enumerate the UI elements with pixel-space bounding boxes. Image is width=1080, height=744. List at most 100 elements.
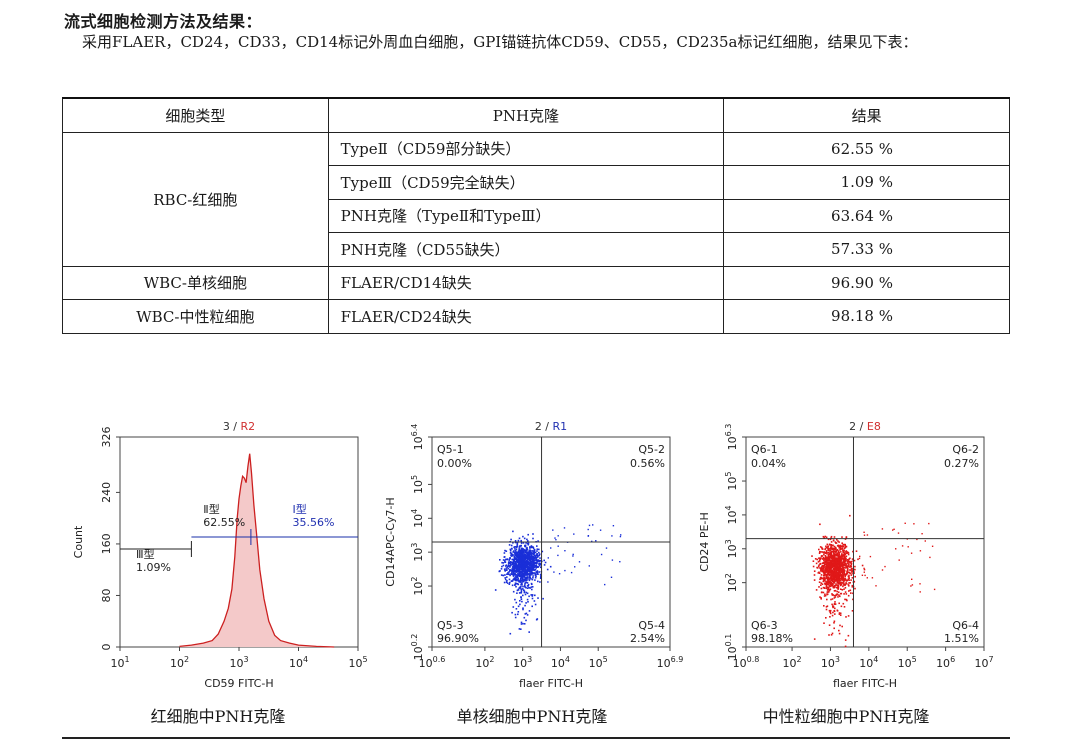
scatter-point [514,564,517,567]
scatter-point [824,583,827,586]
scatter-point [829,583,832,585]
scatter-point [832,572,834,574]
scatter-point [533,563,535,566]
scatter-point [828,609,831,612]
scatter-point [534,576,537,579]
scatter-point [535,554,538,557]
scatter-point [520,559,522,562]
scatter-point [836,590,838,593]
scatter-point [522,551,524,553]
scatter-point [842,549,844,552]
scatter-point [573,533,575,535]
scatter-point [520,550,523,552]
scatter-point [836,566,838,568]
scatter-point [826,567,828,570]
scatter-point [837,579,840,582]
scatter-point [520,542,523,544]
scatter-point [840,554,843,556]
scatter-point [517,580,520,582]
scatter-point [827,549,830,552]
scatter-point [531,545,533,548]
scatter-point [823,622,825,624]
scatter-point [512,551,514,553]
scatter-point [536,553,538,555]
scatter-point [814,558,817,560]
scatter-point [520,564,523,566]
scatter-point [518,628,521,630]
scatter-point [533,551,535,554]
scatter-point [536,559,539,561]
scatter-point [834,550,837,553]
scatter-point [824,561,827,564]
scatter-point [841,563,843,565]
scatter-point [844,587,847,589]
scatter-point [826,605,829,607]
scatter-point [591,540,593,543]
scatter-point [514,546,516,548]
scatter-point [833,562,835,565]
scatter-point [534,557,536,559]
scatter-point [527,553,530,556]
quadrant-label: Q5-1 [437,443,464,456]
scatter-point [824,558,826,560]
scatter-point [611,559,614,561]
x-tick-label: 105 [348,655,367,670]
scatter-point [523,623,526,625]
scatter-point [537,540,539,542]
scatter-point [837,582,840,584]
scatter-point [500,574,503,576]
scatter-point [848,574,850,577]
scatter-point [522,608,524,611]
scatter-point [827,553,830,556]
scatter-point [824,569,827,571]
scatter-point [518,592,521,594]
scatter-point [510,552,513,555]
scatter-point [595,540,597,542]
table-row: TypeⅢ（CD59完全缺失） 1.09 % [63,165,1010,200]
scatter-point [827,583,829,585]
scatter-point [828,585,831,587]
scatter-point [845,565,848,568]
gate-value: 1.09% [136,561,171,574]
scatter-point [847,560,849,562]
scatter-point [825,564,828,567]
scatter-point [833,610,835,612]
scatter-point [522,556,524,559]
chart-title: 2 / E8 [849,420,881,433]
scatter-point [531,588,533,591]
scatter-point [910,552,913,554]
scatter-point [811,555,813,557]
scatter-point [524,582,527,584]
scatter-point [535,558,537,561]
scatter-point [846,565,849,568]
scatter-point [816,566,818,569]
scatter-point [820,577,822,580]
scatter-point [503,552,506,554]
scatter-point [531,561,534,563]
scatter-point [839,624,841,627]
scatter-point [824,570,826,572]
table-row: WBC-单核细胞 FLAER/CD14缺失 96.90 % [62,265,1010,300]
scatter-point [828,571,831,573]
scatter-point [512,564,515,567]
scatter-point [839,588,842,590]
scatter-point [524,578,527,580]
cell-value: 98.18 % [723,299,1010,334]
scatter-point [839,558,842,560]
scatter-point [844,562,847,564]
scatter-point [841,564,843,566]
scatter-point [830,550,832,553]
scatter-point [848,585,850,587]
scatter-point [530,563,533,566]
scatter-points [494,524,622,635]
scatter-point [821,583,824,585]
scatter-point [526,579,528,581]
scatter-point [913,523,915,525]
scatter-point [857,558,859,561]
scatter-point [827,580,829,582]
scatter-point [512,554,514,556]
scatter-point [845,573,848,576]
quadrant-value: 2.54% [630,632,665,645]
y-tick-label: 103 [410,543,425,562]
scatter-point [821,569,824,572]
